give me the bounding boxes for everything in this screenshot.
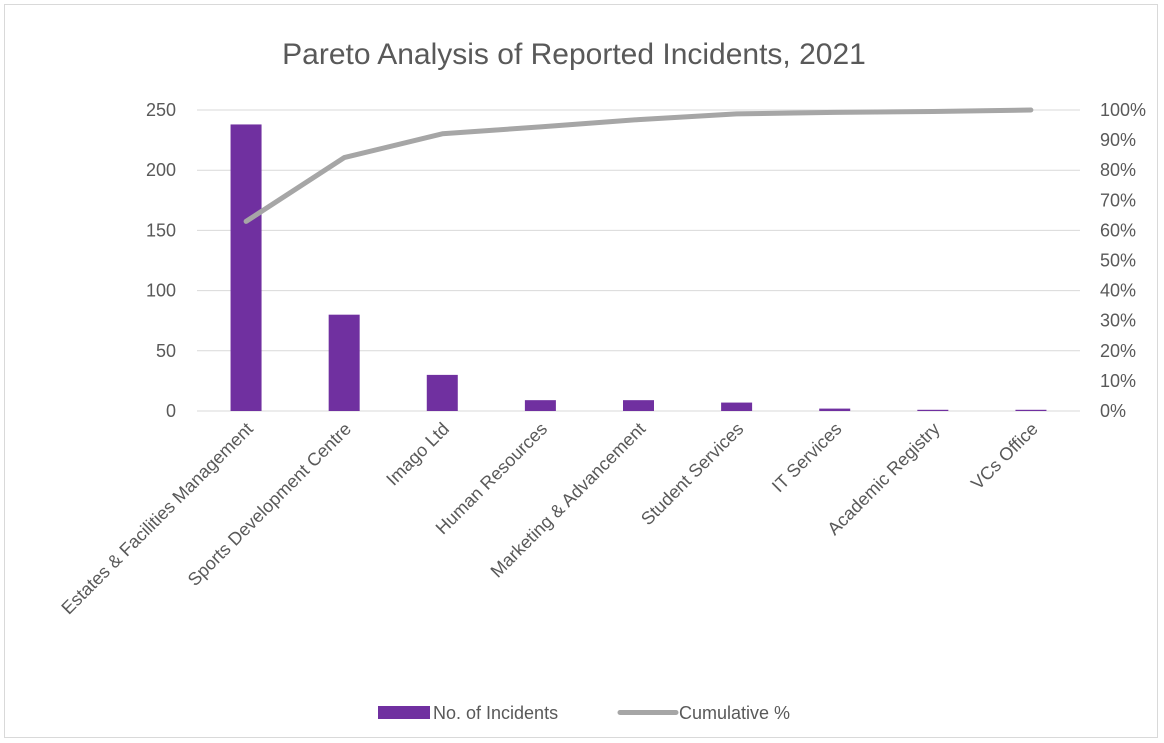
line-series [243,107,1034,224]
bar [623,400,654,411]
y-left-tick-label: 100 [146,281,176,301]
bar [917,409,949,411]
y-right-tick-label: 0% [1100,401,1126,421]
y-right-tick-label: 50% [1100,251,1136,271]
y-left-tick-label: 0 [166,401,176,421]
legend-swatch-incidents [378,706,430,719]
bar [328,314,360,411]
bar [426,374,458,411]
x-tick-label: Sports Development Centre [184,419,355,590]
left-axis: 0 50 100 150 200 250 [146,100,176,421]
bar [819,408,851,411]
legend: No. of Incidents Cumulative % [378,703,790,723]
bar [524,400,556,411]
right-axis: 0% 10% 20% 30% 40% 50% 60% 70% 80% 90% 100% [1100,100,1146,421]
y-right-tick-label: 60% [1100,220,1136,240]
y-right-tick-label: 70% [1100,190,1136,210]
x-tick-label: Estates & Facilities Management [57,419,256,618]
y-right-tick-label: 10% [1100,371,1136,391]
x-tick-label: VCs Office [967,419,1042,494]
bar [721,402,753,411]
y-left-tick-label: 250 [146,100,176,120]
y-right-tick-label: 40% [1100,281,1136,301]
bar [1015,409,1047,411]
y-right-tick-label: 100% [1100,100,1146,120]
y-left-tick-label: 200 [146,160,176,180]
chart-title: Pareto Analysis of Reported Incidents, 2… [282,38,866,71]
x-tick-label: Student Services [637,419,747,529]
y-right-tick-label: 20% [1100,341,1136,361]
x-tick-label: IT Services [768,419,846,497]
cumulative-line [243,107,1034,224]
x-tick-label: Imago Ltd [382,419,453,490]
y-right-tick-label: 90% [1100,130,1136,150]
legend-label-incidents: No. of Incidents [433,703,558,723]
x-tick-label: Marketing & Advancement [487,419,650,582]
bar [230,124,262,411]
bar-series [230,124,1047,411]
y-right-tick-label: 80% [1100,160,1136,180]
y-right-tick-label: 30% [1100,311,1136,331]
legend-label-cumulative: Cumulative % [679,703,790,723]
y-left-tick-label: 150 [146,220,176,240]
y-left-tick-label: 50 [156,341,176,361]
